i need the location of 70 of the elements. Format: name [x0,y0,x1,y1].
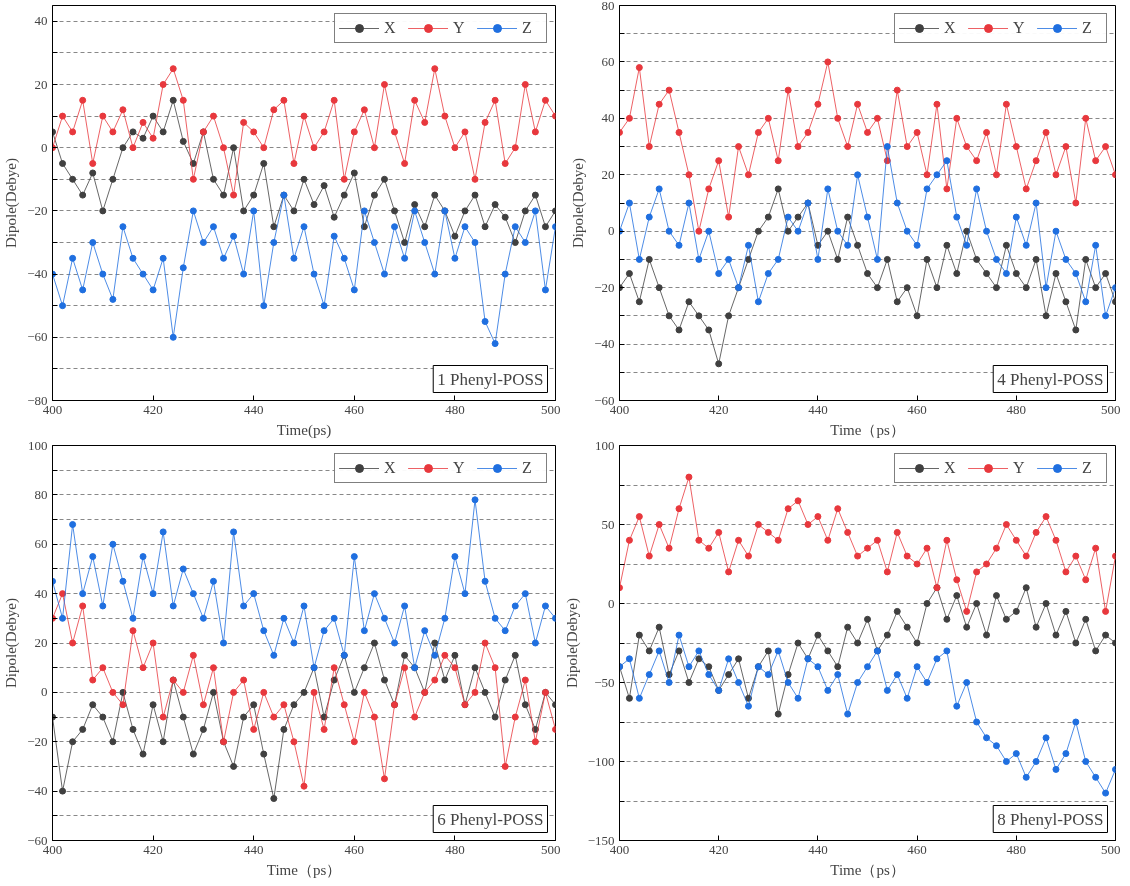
y-tick-label: 20 [34,635,48,650]
legend-label: X [384,19,397,37]
x-tick-label: 500 [541,841,561,857]
x-tick-label: 480 [445,841,465,857]
x-tick-label: 500 [1101,841,1121,857]
y-tick-label: 0 [608,595,615,611]
x-axis-title: Time（ps） [830,861,905,878]
y-tick-label: 0 [41,139,48,155]
legend-label: X [944,459,957,477]
legend-label: X [944,19,957,37]
y-tick-label: 0 [608,223,615,239]
annotation: 1 Phenyl-POSS [437,369,544,389]
y-tick-label: 20 [34,76,48,92]
legend-label: Y [1013,19,1026,37]
legend-label: Y [453,19,466,37]
y-axis-title: Dipole(Debye) [570,158,588,248]
x-tick-label: 460 [344,841,365,857]
x-tick-label: 480 [445,401,465,417]
y-tick-label: −100 [587,753,615,769]
legend-label: X [384,459,397,477]
y-tick-label: 20 [601,166,615,182]
x-tick-label: 500 [541,401,561,417]
y-tick-label: −20 [594,279,615,295]
x-tick-label: 460 [907,841,927,857]
x-tick-label: 480 [1006,841,1027,857]
x-tick-label: 460 [907,401,927,417]
y-tick-label: 60 [601,53,615,69]
annotation: 4 Phenyl-POSS [997,369,1104,389]
x-tick-label: 420 [708,841,729,857]
y-tick-label: −40 [27,266,48,282]
annotation: 6 Phenyl-POSS [437,809,544,829]
x-tick-label: 420 [143,841,163,857]
x-tick-label: 440 [243,401,264,417]
y-axis-title: Dipole(Debye) [3,598,21,688]
y-tick-label: −60 [27,329,48,345]
x-tick-label: 440 [808,401,828,417]
x-tick-label: 500 [1101,401,1121,417]
y-tick-label: 40 [34,13,48,29]
y-axis-title: Dipole(Debye) [563,598,581,688]
y-axis-title: Dipole(Debye) [3,158,21,248]
x-tick-label: 480 [1006,401,1027,417]
x-axis-title: Time（ps） [266,861,342,878]
y-tick-label: 100 [28,437,48,453]
annotation: 8 Phenyl-POSS [997,809,1104,829]
x-axis-title: Time(ps) [276,421,332,439]
legend-label: Z [522,19,533,37]
x-axis-title: Time（ps） [830,421,905,438]
y-tick-label: 60 [34,536,48,552]
y-tick-label: −20 [27,733,48,749]
y-tick-label: 80 [34,486,48,502]
y-tick-label: −40 [594,336,615,352]
legend-label: Z [1082,459,1093,477]
y-tick-label: −50 [594,674,615,690]
y-tick-label: 0 [41,684,48,700]
y-tick-label: 100 [595,437,615,453]
x-tick-label: 420 [708,401,729,417]
x-tick-label: 460 [344,401,365,417]
legend-label: Z [522,459,533,477]
x-tick-label: 440 [808,841,828,857]
y-tick-label: 80 [601,0,615,13]
y-tick-label: 40 [601,110,615,126]
legend-label: Y [1013,459,1026,477]
y-tick-label: 40 [34,585,48,601]
y-tick-label: −40 [27,783,48,799]
y-tick-label: 50 [601,516,615,532]
legend-label: Z [1082,19,1093,37]
y-tick-label: −20 [27,202,48,218]
legend-label: Y [453,459,466,477]
x-tick-label: 420 [143,401,163,417]
x-tick-label: 440 [243,841,264,857]
